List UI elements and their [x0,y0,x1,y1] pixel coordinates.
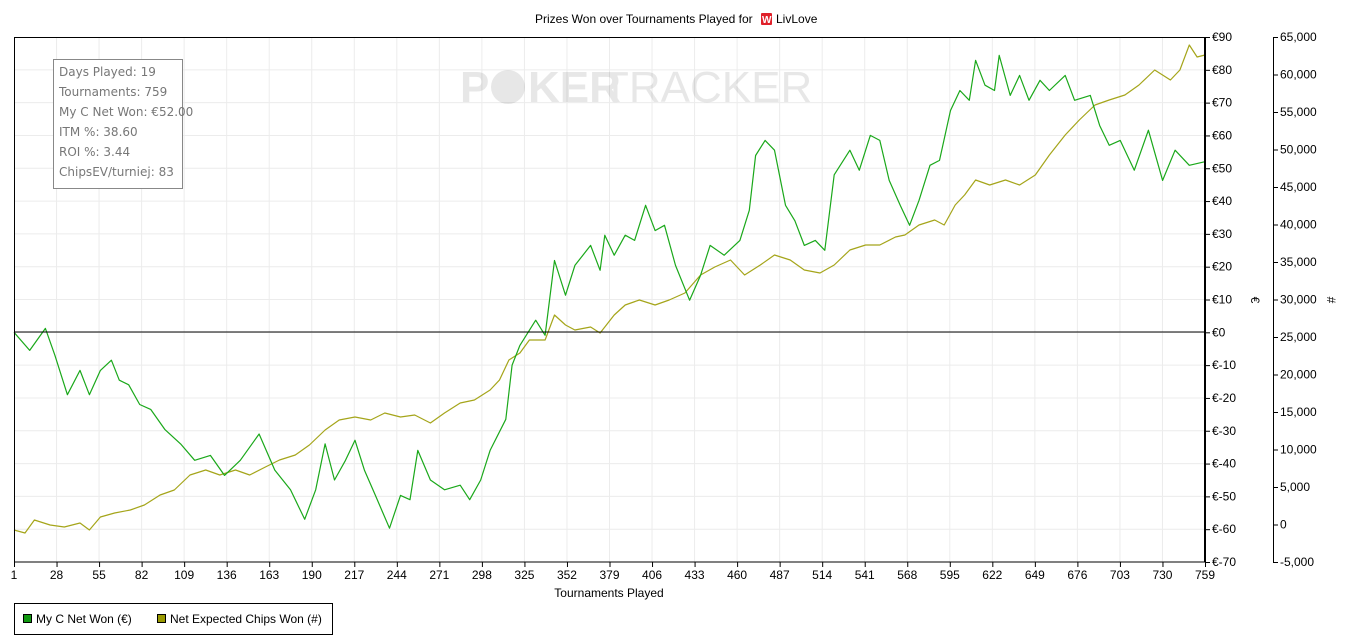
x-tick-label: 163 [259,568,279,582]
x-tick-label: 379 [599,568,619,582]
x-tick-label: 190 [302,568,322,582]
y-axis-label-right: # [1324,297,1338,304]
y-left-tick-label: €0 [1212,325,1226,339]
x-tick-label: 352 [557,568,577,582]
y-left-tick-label: €50 [1212,161,1232,175]
x-tick-label: 568 [897,568,917,582]
stat-line: ChipsEV/turniej: 83 [59,165,174,179]
stats-box: Days Played: 19 Tournaments: 759 My C Net … [53,59,193,189]
y-axis-label-left: € [1248,297,1262,304]
y-left-tick-label: €80 [1212,63,1232,77]
stat-line: Tournaments: 759 [58,85,167,99]
x-tick-label: 514 [812,568,832,582]
y-left-tick-label: €20 [1212,260,1232,274]
x-tick-label: 55 [92,568,106,582]
x-tick-label: 460 [727,568,747,582]
x-tick-label: 244 [387,568,407,582]
x-tick-label: 82 [135,568,149,582]
x-tick-label: 109 [174,568,194,582]
x-tick-label: 217 [344,568,364,582]
x-axis-label: Tournaments Played [554,586,663,600]
x-tick-label: 406 [642,568,662,582]
watermark-logo: P KER TRACKER [460,63,812,112]
x-tick-label: 541 [855,568,875,582]
legend[interactable]: My C Net Won (€) Net Expected Chips Won … [14,603,333,635]
y-left-tick-label: €-60 [1212,522,1236,536]
player-name: LivLove [776,12,818,26]
x-tick-label: 676 [1067,568,1087,582]
x-tick-label: 649 [1025,568,1045,582]
stat-line: My C Net Won: €52.00 [59,105,193,119]
y-right-tick-label: 50,000 [1280,143,1317,157]
y-left-tick-label: €60 [1212,128,1232,142]
x-tick-label: 271 [429,568,449,582]
y-right-tick-label: 25,000 [1280,330,1317,344]
y-left-tick-label: €10 [1212,293,1232,307]
x-tick-label: 298 [472,568,492,582]
series-line-net-won [13,54,1206,529]
x-tick-label: 622 [982,568,1002,582]
y-right-tick-label: 55,000 [1280,105,1317,119]
y-right-tick-label: 35,000 [1280,255,1317,269]
y-right-tick-label: 60,000 [1280,68,1317,82]
y-left-tick-label: €-20 [1212,391,1236,405]
x-tick-label: 1 [11,568,18,582]
x-tick-label: 730 [1152,568,1172,582]
svg-text:P: P [460,63,489,112]
y-right-tick-label: -5,000 [1280,555,1314,569]
y-right-tick-label: 10,000 [1280,443,1317,457]
y-right-tick-label: 0 [1280,518,1287,532]
x-tick-label: 28 [50,568,64,582]
title-text: Prizes Won over Tournaments Played for [535,12,753,26]
legend-label-net-won[interactable]: My C Net Won (€) [36,612,132,626]
y-right-tick-label: 5,000 [1280,480,1310,494]
y-left-tick-label: €-10 [1212,358,1236,372]
y-right-tick-label: 15,000 [1280,405,1317,419]
y-right-tick-label: 30,000 [1280,293,1317,307]
y-left-tick-label: €-30 [1212,424,1236,438]
series-line-expected-chips [13,44,1206,534]
y-left-tick-label: €40 [1212,194,1232,208]
x-tick-label: 703 [1110,568,1130,582]
y-left-tick-label: €-40 [1212,457,1236,471]
y-right-tick-label: 45,000 [1280,180,1317,194]
x-tick-label: 595 [940,568,960,582]
y-right-tick-label: 40,000 [1280,218,1317,232]
svg-text:KER: KER [528,63,621,112]
y-left-tick-label: €70 [1212,96,1232,110]
legend-swatch-net-won [23,614,32,623]
stat-line: Days Played: 19 [59,65,156,79]
stat-line: ROI %: 3.44 [59,145,130,159]
y-right-tick-label: 65,000 [1280,30,1317,44]
y-left-tick-label: €30 [1212,227,1232,241]
chart-title: Prizes Won over Tournaments Played for W… [535,12,818,26]
y-left-tick-label: €90 [1212,30,1232,44]
x-tick-label: 325 [514,568,534,582]
player-site-icon: W [761,13,772,26]
x-tick-label: 759 [1195,568,1215,582]
y-left-tick-label: €-50 [1212,489,1236,503]
x-tick-label: 136 [217,568,237,582]
legend-label-expected-chips[interactable]: Net Expected Chips Won (#) [170,612,322,626]
grid [14,37,1205,562]
svg-text:W: W [762,15,772,26]
y-right-tick-label: 20,000 [1280,368,1317,382]
y-left-tick-label: €-70 [1212,555,1236,569]
stat-line: ITM %: 38.60 [59,125,138,139]
x-tick-label: 487 [770,568,790,582]
svg-text:TRACKER: TRACKER [602,63,812,112]
x-tick-label: 433 [685,568,705,582]
legend-swatch-expected-chips [157,614,166,623]
